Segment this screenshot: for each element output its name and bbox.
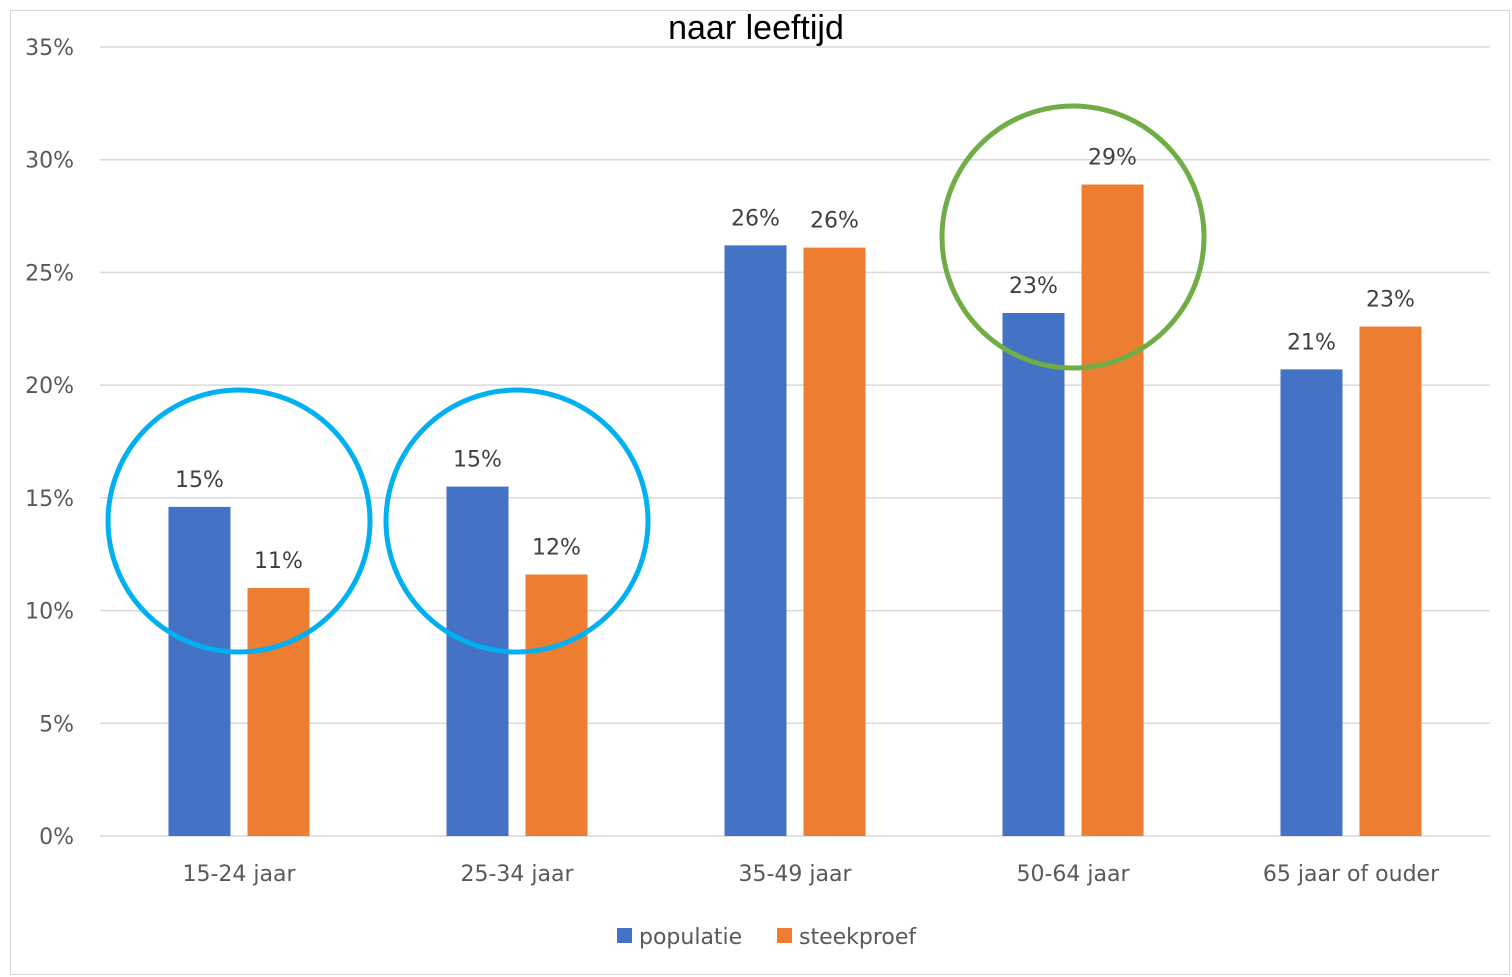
- bar-populatie: [168, 506, 231, 836]
- data-label-populatie: 26%: [731, 206, 780, 231]
- highlight-circle: [939, 103, 1207, 371]
- legend: populatie steekproef: [617, 925, 917, 950]
- y-tick-label: 20%: [25, 374, 74, 399]
- bar-steekproef: [803, 247, 866, 837]
- x-axis-ticks: 15-24 jaar 25-34 jaar 35-49 jaar 50-64 jaar…: [182, 862, 1440, 887]
- highlight-circles: [105, 103, 1207, 655]
- legend-label-populatie: populatie: [639, 925, 742, 950]
- x-tick-label: 35-49 jaar: [738, 862, 852, 887]
- data-label-populatie: 23%: [1009, 274, 1058, 299]
- bar-steekproef: [1081, 184, 1144, 837]
- bar-steekproef: [247, 588, 310, 836]
- data-label-steekproef: 26%: [810, 209, 859, 234]
- x-tick-label: 15-24 jaar: [182, 862, 296, 887]
- data-label-steekproef: 23%: [1366, 288, 1415, 313]
- legend-swatch-steekproef: [777, 928, 792, 943]
- chart-title: naar leeftijd: [668, 9, 844, 47]
- x-tick-label: 25-34 jaar: [460, 862, 574, 887]
- data-label-steekproef: 12%: [532, 536, 581, 561]
- y-tick-label: 5%: [39, 712, 74, 737]
- bar-populatie: [446, 486, 509, 836]
- y-tick-label: 35%: [25, 36, 74, 61]
- x-tick-label: 50-64 jaar: [1016, 862, 1130, 887]
- bar-steekproef: [1359, 326, 1422, 836]
- y-tick-label: 30%: [25, 149, 74, 174]
- data-labels: 15% 11% 15% 12% 26% 26% 23% 29% 21% 23%: [175, 146, 1415, 575]
- y-axis-ticks: 0% 5% 10% 15% 20% 25% 30% 35%: [25, 36, 74, 850]
- highlight-circle: [383, 387, 651, 655]
- highlight-circle: [105, 387, 373, 655]
- data-label-populatie: 21%: [1287, 330, 1336, 355]
- y-tick-label: 15%: [25, 487, 74, 512]
- y-tick-label: 0%: [39, 825, 74, 850]
- bar-populatie: [1280, 369, 1343, 836]
- x-tick-label: 65 jaar of ouder: [1263, 862, 1440, 887]
- bar-steekproef: [525, 574, 588, 836]
- legend-swatch-populatie: [617, 928, 632, 943]
- bars: [168, 184, 1422, 837]
- data-label-steekproef: 11%: [254, 549, 303, 574]
- data-label-populatie: 15%: [453, 448, 502, 473]
- data-label-populatie: 15%: [175, 468, 224, 493]
- bar-populatie: [1002, 313, 1065, 836]
- gridlines: [100, 46, 1490, 837]
- bar-populatie: [724, 245, 787, 836]
- legend-label-steekproef: steekproef: [799, 925, 917, 950]
- y-tick-label: 10%: [25, 600, 74, 625]
- data-label-steekproef: 29%: [1088, 146, 1137, 171]
- y-tick-label: 25%: [25, 261, 74, 286]
